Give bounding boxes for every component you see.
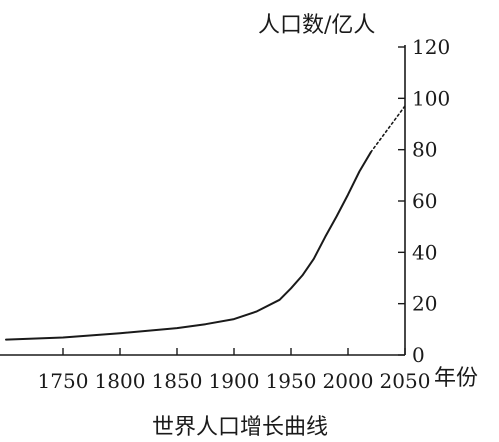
y-axis-title: 人口数/亿人 bbox=[258, 13, 375, 38]
x-tick-label-1800: 1800 bbox=[95, 369, 146, 393]
x-tick-label-2050: 2050 bbox=[380, 369, 431, 393]
label-layer: 人口数/亿人 年份 世界人口增长曲线 bbox=[152, 13, 478, 440]
y-tick-label-0: 0 bbox=[412, 343, 425, 367]
x-tick-label-2000: 2000 bbox=[323, 369, 374, 393]
chart-title: 世界人口增长曲线 bbox=[152, 415, 328, 440]
population-line bbox=[5, 151, 372, 341]
y-tick-label-80: 80 bbox=[412, 138, 437, 162]
y-tick-label-60: 60 bbox=[412, 189, 437, 213]
x-tick-label-1950: 1950 bbox=[266, 369, 317, 393]
y-tick-label-120: 120 bbox=[412, 35, 450, 59]
x-axis-title: 年份 bbox=[434, 366, 478, 391]
x-tick-label-1750: 1750 bbox=[38, 369, 89, 393]
series-layer bbox=[5, 105, 406, 341]
x-tick-label-1900: 1900 bbox=[209, 369, 260, 393]
y-tick-label-40: 40 bbox=[412, 240, 437, 264]
x-tick-label-1850: 1850 bbox=[152, 369, 203, 393]
projection-line bbox=[370, 105, 406, 153]
y-tick-label-20: 20 bbox=[412, 292, 437, 316]
y-tick-label-100: 100 bbox=[412, 86, 450, 110]
